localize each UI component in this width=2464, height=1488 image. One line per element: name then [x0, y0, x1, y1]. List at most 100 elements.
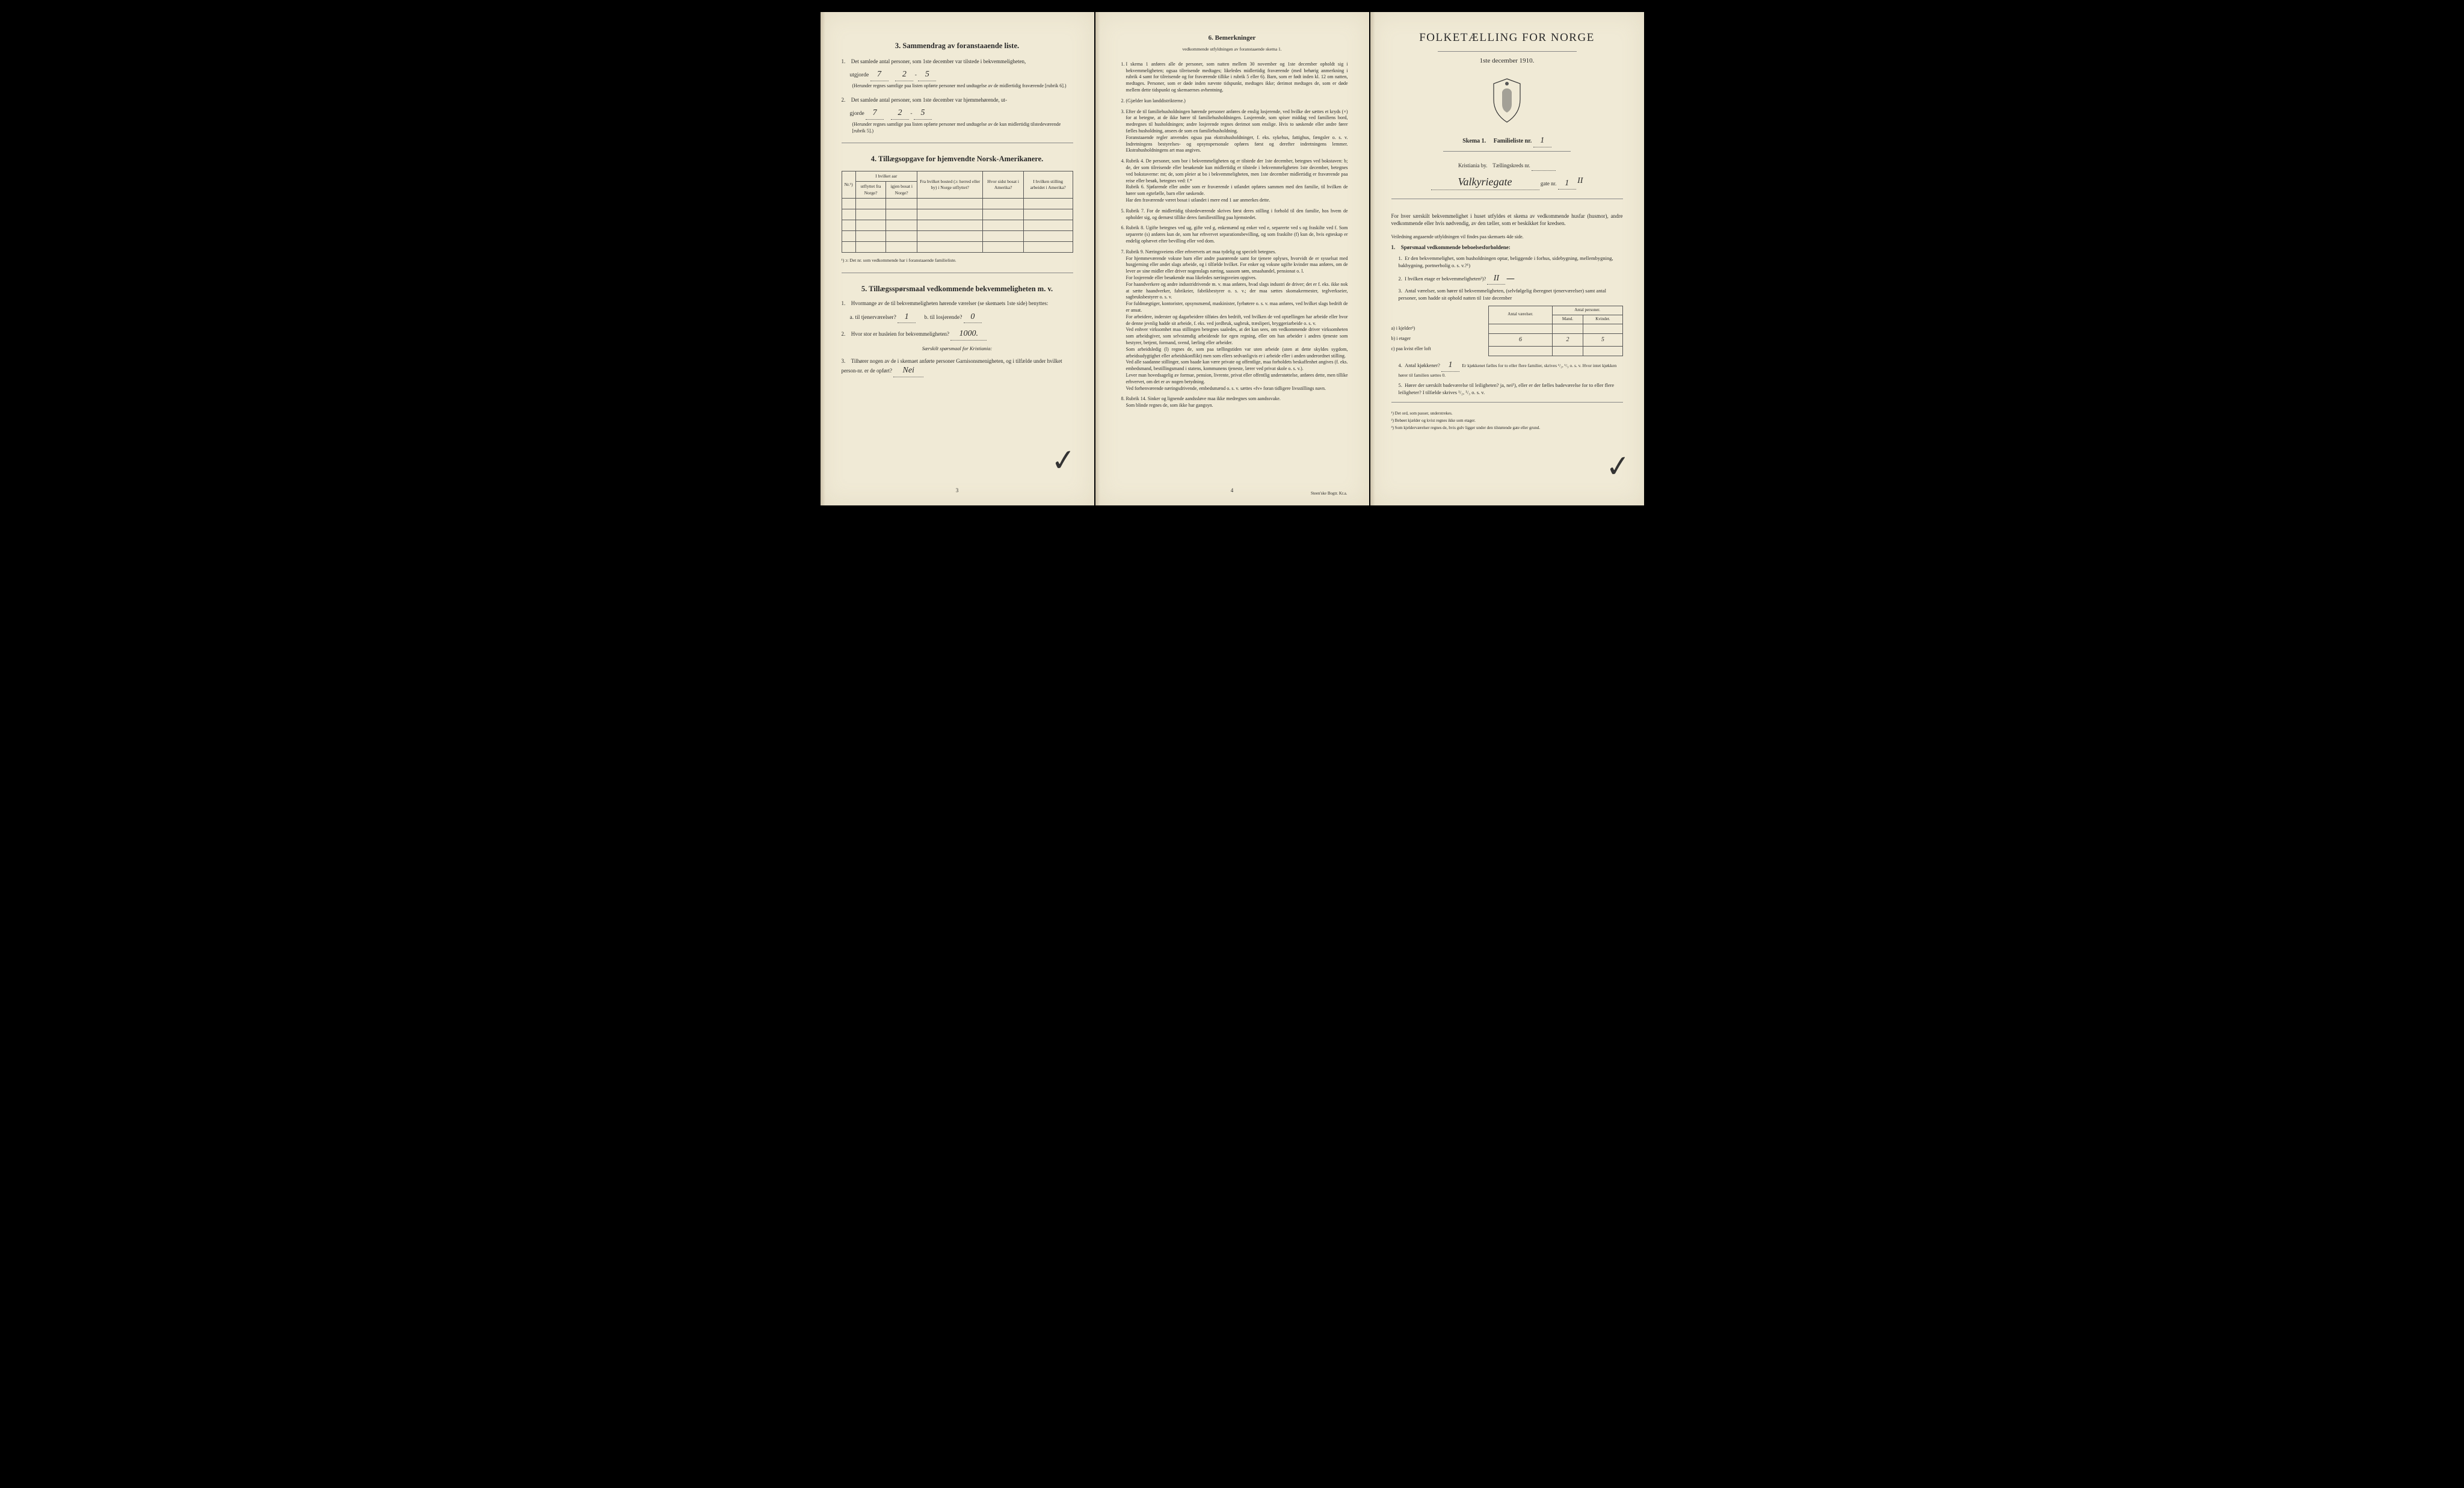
s3-q2-label: gjorde: [850, 111, 864, 117]
s5-q1a-label: a. til tjenerværelser?: [850, 315, 896, 321]
cell: 5: [1583, 333, 1622, 346]
table-row: [842, 199, 1073, 209]
remark-item: I skema 1 anføres alle de personer, som …: [1126, 61, 1348, 94]
table-row: [842, 231, 1073, 242]
q3-text: Antal værelser, som hører til bekvemmeli…: [1399, 288, 1606, 301]
s3-q1-fill: utgjorde 7 2 - 5: [850, 69, 1073, 81]
q1: 1. Er den bekvemmelighet, som husholdnin…: [1399, 255, 1623, 270]
page-number: 4: [1231, 487, 1234, 495]
section6-subtitle: vedkommende utfyldningen av foranstaaend…: [1116, 46, 1348, 53]
coat-of-arms-icon: [1391, 78, 1623, 126]
section6-title: 6. Bemerkninger: [1116, 34, 1348, 43]
th-nr: Nr.¹): [842, 171, 855, 199]
footnotes: ¹) Det ord, som passer, understrekes. ²)…: [1391, 411, 1623, 431]
document-spread: 3. Sammendrag av foranstaaende liste. 1.…: [821, 12, 1644, 505]
q-header: Spørsmaal vedkommende beboelsesforholden…: [1401, 244, 1511, 250]
page-number: 3: [956, 487, 959, 495]
printer-credit: Steen'ske Bogtr. Kr.a.: [1311, 491, 1348, 497]
s5-q2-val: 1000.: [950, 328, 987, 341]
s3-q1: 1. Det samlede antal personer, som 1ste …: [842, 58, 1073, 66]
q2: 2. I hvilken etage er bekvemmeligheten²)…: [1399, 273, 1623, 285]
cell: [1583, 346, 1622, 356]
section3-title: 3. Sammendrag av foranstaaende liste.: [842, 41, 1073, 52]
s3-q1-label: utgjorde: [850, 72, 869, 78]
s5-q1-subs: a. til tjenerværelser? 1 b. til losjeren…: [850, 311, 1073, 324]
city-line: Kristiania by. Tællingskreds nr.: [1391, 160, 1623, 171]
cell: 2: [1552, 333, 1583, 346]
s3-q2-paren: (Herunder regnes samtlige paa listen opf…: [852, 121, 1073, 134]
cell: 6: [1489, 333, 1553, 346]
kreds-label: Tællingskreds nr.: [1492, 162, 1530, 168]
street-line: Valkyriegate gate nr. 1 II: [1391, 174, 1623, 190]
row-label-c: c) paa kvist eller loft: [1391, 345, 1479, 352]
s5-q2-text: Hvor stor er husleien for bekvemmelighet…: [851, 331, 949, 337]
table-row: [842, 220, 1073, 231]
s5-q3-val: Nei: [893, 365, 923, 377]
th-group: I hvilket aar: [855, 171, 917, 182]
table-row: [842, 209, 1073, 220]
gate-floor: II: [1577, 176, 1583, 185]
q5: 5. Hører der særskilt badeværelse til le…: [1399, 382, 1623, 397]
remarks-list: I skema 1 anføres alle de personer, som …: [1116, 61, 1348, 409]
s5-q1b-val: 0: [964, 311, 982, 324]
section4-title: 4. Tillægsopgave for hjemvendte Norsk-Am…: [842, 154, 1073, 165]
q1-text: Er den bekvemmelighet, som husholdningen…: [1399, 255, 1613, 268]
section5-title: 5. Tillægsspørsmaal vedkommende bekvemme…: [842, 284, 1073, 294]
th-d: Hvor sidst bosat i Amerika?: [983, 171, 1023, 199]
th-a: utflyttet fra Norge?: [855, 182, 886, 199]
cell: [1489, 346, 1553, 356]
s3-q2: 2. Det samlede antal personer, som 1ste …: [842, 96, 1073, 104]
s5-q3: 3. Tilhører nogen av de i skemaet anført…: [842, 357, 1073, 377]
date-line: 1ste december 1910.: [1391, 57, 1623, 66]
remark-item: Rubrik 7. For de midlertidig tilstedevær…: [1126, 208, 1348, 221]
table-row: [1489, 346, 1622, 356]
s5-q1a-val: 1: [898, 311, 916, 324]
th-e: I hvilken stilling arbeidet i Amerika?: [1023, 171, 1073, 199]
table-row: [842, 242, 1073, 253]
intro-note: Veiledning angaaende utfyldningen vil fi…: [1391, 233, 1623, 240]
q2-val: II: [1487, 273, 1505, 285]
remark-item: Efter de til familiehusholdningen hørend…: [1126, 109, 1348, 155]
cell: [1583, 324, 1622, 333]
s5-q1b-label: b. til losjerende?: [924, 315, 962, 321]
skema-rule: [1443, 151, 1571, 152]
s3-q2-text: Det samlede antal personer, som 1ste dec…: [851, 97, 1007, 103]
rooms-persons-table: Antal værelser. Antal personer. Mand. Kv…: [1488, 306, 1622, 356]
gate-label: gate nr.: [1541, 181, 1557, 187]
checkmark-icon: ✓: [1049, 438, 1078, 482]
s3-q1-text: Det samlede antal personer, som 1ste dec…: [851, 58, 1026, 64]
th-persons: Antal personer.: [1552, 306, 1622, 315]
gate-num: 1: [1558, 178, 1576, 190]
footnote-3: ³) Som kjelderværelser regnes de, hvis g…: [1391, 425, 1623, 431]
s3-q1-val-b: 2: [895, 69, 913, 81]
q4-val: 1: [1441, 359, 1459, 372]
cell: [1489, 324, 1553, 333]
s5-q1-text: Hvormange av de til bekvemmeligheten hør…: [851, 300, 1049, 306]
city-name: Kristiania by.: [1458, 162, 1487, 168]
row-labels: a) i kjelder³) b) i etager c) paa kvist …: [1391, 325, 1479, 353]
fam-val: 1: [1533, 135, 1551, 147]
intro-paragraph: For hver særskilt bekvemmelighet i huset…: [1391, 212, 1623, 227]
s5-q3-text: Tilhører nogen av de i skemaet anførte p…: [842, 358, 1062, 374]
q4: 4. Antal kjøkkener? 1 Er kjøkkenet fælle…: [1399, 359, 1623, 378]
s3-q1-val-a: 7: [870, 69, 889, 81]
q2-strike: [1507, 276, 1515, 282]
remark-item: Rubrik 4. De personer, som bor i bekvemm…: [1126, 158, 1348, 204]
th-b: igjen bosat i Norge?: [886, 182, 917, 199]
footnote-1: ¹) Det ord, som passer, understrekes.: [1391, 411, 1623, 417]
s3-q2-val-a: 7: [866, 107, 884, 120]
s4-footnote: ¹) ɔ: Det nr. som vedkommende har i fora…: [842, 258, 1073, 264]
th-rooms: Antal værelser.: [1489, 306, 1553, 324]
intro-text: For hver særskilt bekvemmelighet i huset…: [1391, 213, 1623, 227]
s3-q1-paren: (Herunder regnes samtlige paa listen opf…: [852, 82, 1073, 89]
main-title: FOLKETÆLLING FOR NORGE: [1391, 30, 1623, 46]
th-c: Fra hvilket bosted (ɔ: herred eller by) …: [917, 171, 983, 199]
page-left: 3. Sammendrag av foranstaaende liste. 1.…: [821, 12, 1094, 505]
skema-line: Skema 1. Familieliste nr. 1: [1391, 135, 1623, 147]
row-label-b: b) i etager: [1391, 335, 1479, 342]
checkmark-icon: ✓: [1604, 444, 1633, 488]
s3-q2-val-b: 2: [891, 107, 909, 120]
questions-header: 1. Spørsmaal vedkommende beboelsesforhol…: [1391, 244, 1623, 252]
s5-q2: 2. Hvor stor er husleien for bekvemmelig…: [842, 328, 1073, 341]
section4-table: Nr.¹) I hvilket aar Fra hvilket bosted (…: [842, 171, 1073, 253]
